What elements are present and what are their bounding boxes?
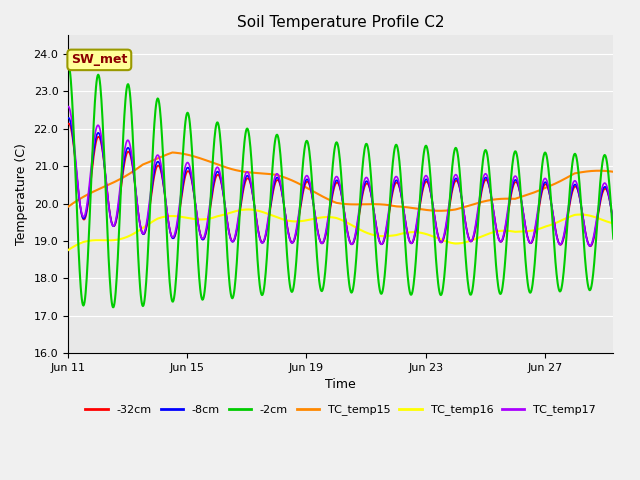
Text: SW_met: SW_met xyxy=(71,53,127,66)
Y-axis label: Temperature (C): Temperature (C) xyxy=(15,144,28,245)
Title: Soil Temperature Profile C2: Soil Temperature Profile C2 xyxy=(237,15,445,30)
Legend: -32cm, -8cm, -2cm, TC_temp15, TC_temp16, TC_temp17: -32cm, -8cm, -2cm, TC_temp15, TC_temp16,… xyxy=(81,400,600,420)
X-axis label: Time: Time xyxy=(325,378,356,392)
